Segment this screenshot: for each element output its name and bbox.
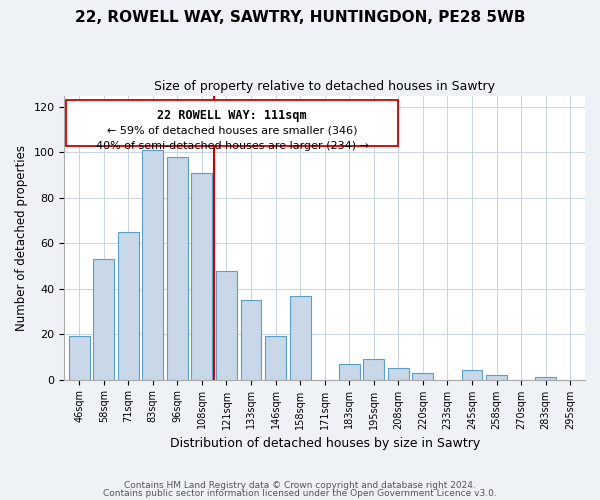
- Text: Contains public sector information licensed under the Open Government Licence v3: Contains public sector information licen…: [103, 488, 497, 498]
- FancyBboxPatch shape: [65, 100, 398, 146]
- Text: 40% of semi-detached houses are larger (234) →: 40% of semi-detached houses are larger (…: [95, 141, 368, 151]
- Bar: [241, 300, 262, 380]
- Y-axis label: Number of detached properties: Number of detached properties: [15, 144, 28, 330]
- Bar: [388, 368, 409, 380]
- Bar: [290, 296, 311, 380]
- Text: 22, ROWELL WAY, SAWTRY, HUNTINGDON, PE28 5WB: 22, ROWELL WAY, SAWTRY, HUNTINGDON, PE28…: [75, 10, 525, 25]
- Title: Size of property relative to detached houses in Sawtry: Size of property relative to detached ho…: [154, 80, 495, 93]
- Text: 22 ROWELL WAY: 111sqm: 22 ROWELL WAY: 111sqm: [157, 109, 307, 122]
- Bar: [216, 270, 237, 380]
- Text: ← 59% of detached houses are smaller (346): ← 59% of detached houses are smaller (34…: [107, 125, 357, 135]
- Bar: [486, 375, 507, 380]
- Bar: [191, 173, 212, 380]
- Bar: [364, 359, 384, 380]
- Bar: [69, 336, 89, 380]
- X-axis label: Distribution of detached houses by size in Sawtry: Distribution of detached houses by size …: [170, 437, 480, 450]
- Bar: [339, 364, 359, 380]
- Bar: [461, 370, 482, 380]
- Bar: [535, 378, 556, 380]
- Text: Contains HM Land Registry data © Crown copyright and database right 2024.: Contains HM Land Registry data © Crown c…: [124, 481, 476, 490]
- Bar: [93, 259, 114, 380]
- Bar: [118, 232, 139, 380]
- Bar: [167, 157, 188, 380]
- Bar: [265, 336, 286, 380]
- Bar: [412, 373, 433, 380]
- Bar: [142, 150, 163, 380]
